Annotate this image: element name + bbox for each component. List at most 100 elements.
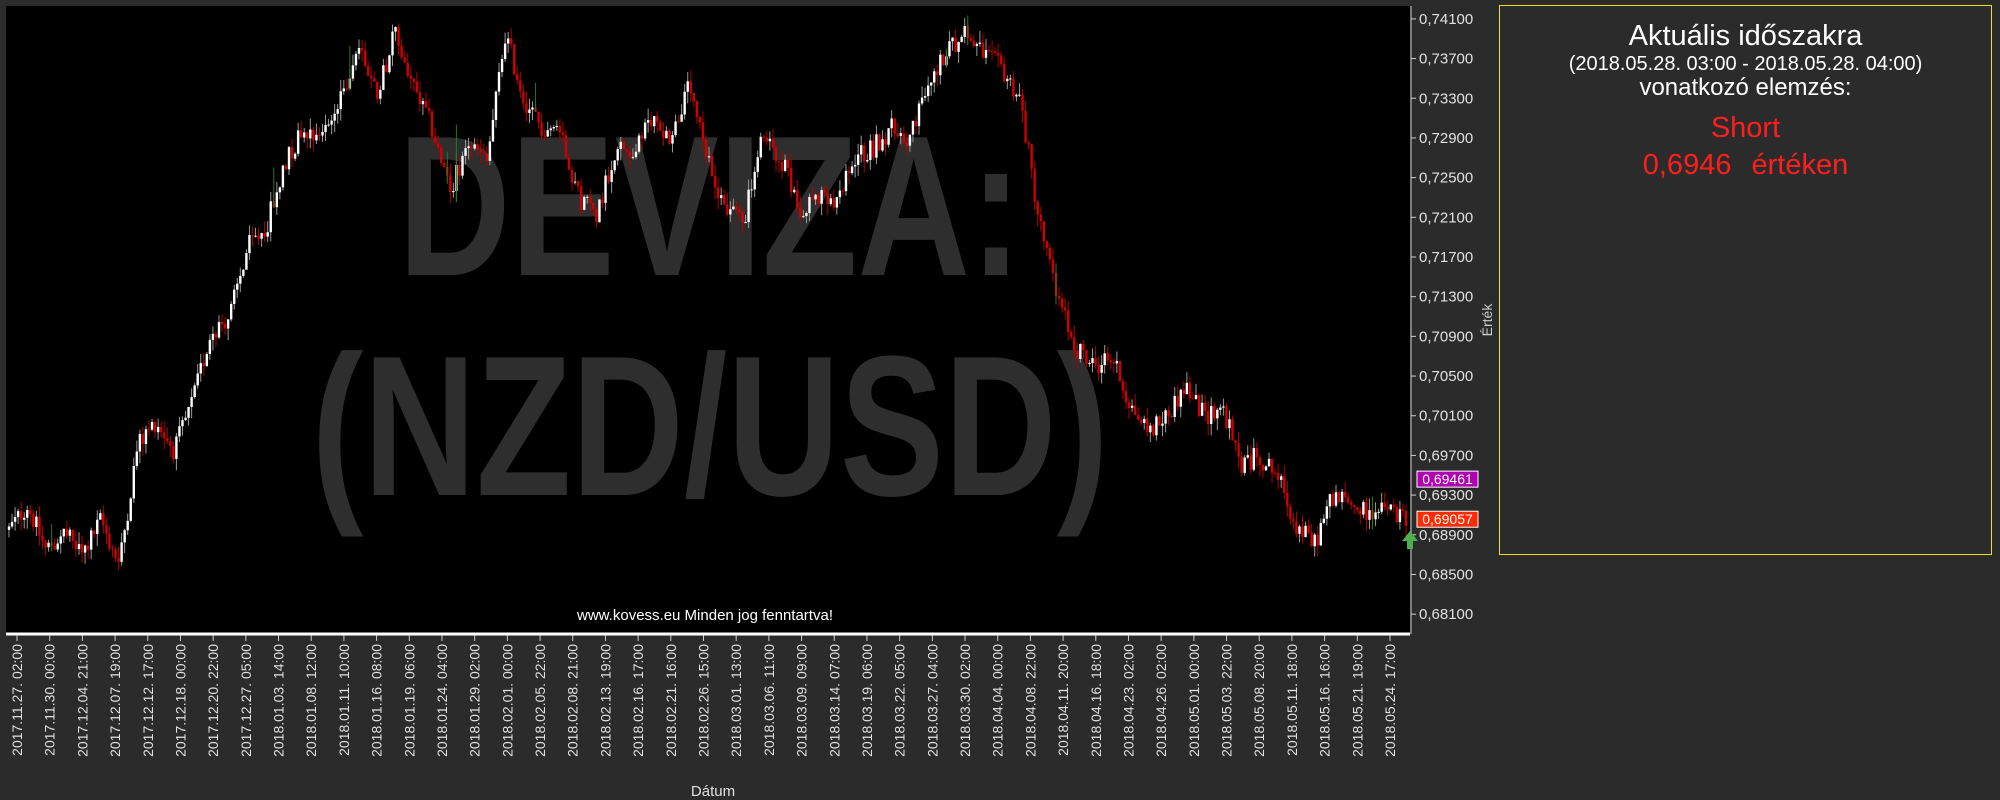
candle-down [607,175,610,182]
candle-down [595,208,598,223]
candle-up [802,216,805,218]
candle-up [491,119,495,142]
y-tick-label: 0,73300 [1419,90,1473,107]
candle-down [579,186,583,210]
candle-down [640,135,644,139]
candle-up [281,165,285,188]
candle-up [336,109,339,114]
candle-down [1136,414,1140,420]
candle-down [424,101,428,108]
candle-down [1331,494,1335,506]
x-tick-label: 2018.04.26. 02:00 [1153,644,1169,757]
candle-down [369,75,373,79]
candle-up [275,192,279,208]
candle-down [345,88,349,90]
candle-up [1328,494,1332,507]
x-tick-label: 2018.02.21. 16:00 [663,644,679,757]
candle-down [1109,360,1112,362]
candle-down [1170,416,1173,418]
candle-down [1292,519,1295,522]
candle-down [1197,394,1201,416]
candle-up [1210,405,1213,425]
candle-up [1091,358,1094,364]
candle-down [1012,78,1015,97]
y-tick-label: 0,74100 [1419,11,1473,28]
candle-up [759,136,762,158]
candle-down [443,162,446,167]
candle-up [190,397,193,407]
candle-up [853,164,857,167]
candle-down [823,189,826,193]
candle-up [1006,78,1009,82]
candle-down [1188,382,1192,399]
candle-up [309,129,312,139]
x-tick-label: 2018.03.06. 11:00 [761,644,777,756]
candle-up [1246,455,1249,458]
candle-up [156,427,160,433]
candle-down [290,147,294,159]
candle-up [26,510,29,518]
candle-up [333,113,336,121]
candle-down [589,196,592,204]
candle-down [741,211,744,223]
price-marker-box [1416,510,1479,528]
candle-down [558,125,562,133]
candle-up [1304,525,1307,537]
candle-up [1264,466,1268,471]
candle-up [59,536,62,544]
candle-up [926,85,930,97]
candle-up [126,520,129,531]
x-tick-label: 2018.05.11. 18:00 [1284,644,1300,756]
candle-up [293,153,297,159]
candle-up [503,43,507,59]
candle-down [482,152,485,154]
candle-down [409,75,412,80]
candle-down [668,130,671,144]
candle-down [799,207,802,218]
candle-down [1158,416,1161,426]
y-tick-label: 0,69700 [1419,447,1473,464]
candle-up [1015,94,1018,97]
candle-down [1036,201,1039,215]
candle-up [208,339,212,354]
candle-down [439,147,443,163]
candle-down [1276,472,1280,480]
candle-up [77,544,81,550]
copyright-text: www.kovess.eu Minden jog fenntartva! [576,607,833,624]
candle-down [914,120,918,127]
x-tick-label: 2017.12.12. 17:00 [140,644,156,757]
candle-down [1191,398,1195,400]
candle-down [93,530,96,535]
candle-down [1076,350,1079,360]
candle-up [184,417,187,421]
candle-down [789,168,793,193]
candle-down [415,81,419,93]
y-tick-label: 0,69300 [1419,487,1473,504]
candle-down [774,147,778,161]
candle-down [1395,506,1399,523]
candle-up [62,528,65,537]
candle-down [561,132,565,136]
candle-up [388,55,391,73]
candle-up [236,283,239,290]
candle-down [306,132,309,139]
candle-up [1100,365,1103,373]
candle-down [1033,168,1036,202]
candle-up [96,519,99,535]
x-tick-label: 2018.05.01. 00:00 [1186,644,1202,757]
candle-down [1094,358,1097,365]
candle-up [13,517,17,522]
candle-down [433,136,437,143]
candle-up [1216,409,1219,419]
x-tick-label: 2018.03.09. 09:00 [794,644,810,757]
candle-down [1356,507,1359,511]
candle-up [732,206,735,210]
y-axis-label: Érték [1479,303,1495,337]
candle-down [1353,504,1356,508]
candle-up [610,170,613,182]
candle-up [467,146,470,149]
candle-up [1222,406,1225,408]
candle-down [1237,443,1240,457]
candle-up [604,175,607,203]
candle-up [835,197,839,208]
